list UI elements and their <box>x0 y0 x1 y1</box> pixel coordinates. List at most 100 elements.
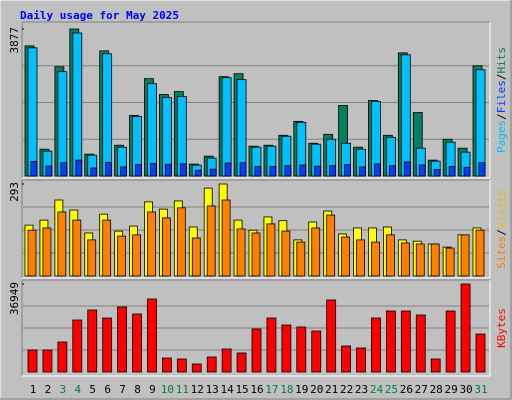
bar <box>269 166 277 177</box>
bar <box>475 333 486 373</box>
bar <box>326 299 337 373</box>
bar <box>460 234 470 277</box>
bar <box>132 313 142 373</box>
bar <box>448 166 456 177</box>
bar <box>221 348 232 373</box>
x-tick-label: 11 <box>176 383 189 396</box>
bar <box>385 234 395 277</box>
bar <box>385 310 396 373</box>
x-tick-label: 26 <box>400 383 413 396</box>
bar <box>176 358 187 373</box>
legend-entry: Pages <box>495 120 508 153</box>
bar <box>191 237 201 277</box>
bar <box>72 219 82 277</box>
bar <box>60 162 68 177</box>
bar <box>403 161 411 177</box>
bar <box>209 168 217 177</box>
bar <box>266 317 277 373</box>
bar <box>296 241 306 277</box>
bar <box>135 164 142 177</box>
bar <box>371 317 381 373</box>
bar <box>341 345 352 373</box>
x-tick-label: 31 <box>474 383 487 396</box>
y-tick-label: 36949 <box>8 282 21 315</box>
x-tick-label: 8 <box>134 383 141 396</box>
legend-entry: Sites <box>495 236 508 269</box>
bar <box>475 69 486 177</box>
bar <box>463 166 471 177</box>
bar <box>147 211 156 277</box>
bar <box>400 54 411 177</box>
bar <box>311 227 321 277</box>
bar <box>221 77 232 177</box>
bar <box>147 298 157 373</box>
legend-entry: Hits <box>495 47 508 74</box>
bar <box>430 243 440 277</box>
bar <box>460 283 471 373</box>
bar <box>356 239 365 277</box>
bar <box>400 242 410 277</box>
bar <box>418 164 426 177</box>
x-tick-label: 20 <box>310 383 323 396</box>
x-tick-label: 27 <box>415 383 428 396</box>
bar <box>45 165 53 177</box>
bar <box>430 358 441 373</box>
bar <box>72 319 83 373</box>
bar <box>433 169 441 177</box>
bar <box>326 214 336 277</box>
bar <box>415 243 425 277</box>
x-tick-label: 9 <box>149 383 156 396</box>
chart-title: Daily usage for May 2025 <box>20 9 179 22</box>
bar <box>132 234 141 277</box>
bar <box>344 164 352 177</box>
bar <box>27 47 38 177</box>
legend-separator: / <box>495 229 508 236</box>
bar <box>117 235 126 277</box>
bar <box>224 162 232 177</box>
legend: KBytes <box>495 308 508 348</box>
x-tick-label: 24 <box>370 383 384 396</box>
x-tick-label: 13 <box>206 383 219 396</box>
bar <box>27 229 37 277</box>
x-tick-label: 29 <box>445 383 458 396</box>
bar <box>400 310 411 373</box>
bar <box>179 163 187 177</box>
bar <box>57 211 67 277</box>
bar <box>42 227 52 277</box>
x-tick-label: 21 <box>325 383 338 396</box>
x-tick-label: 12 <box>191 383 204 396</box>
legend-entry: Files <box>495 80 508 113</box>
bar <box>57 71 68 177</box>
bar <box>266 223 276 277</box>
bar <box>341 236 351 277</box>
bar <box>117 306 127 373</box>
x-tick-label: 1 <box>30 383 37 396</box>
bar <box>147 83 157 177</box>
bar <box>314 165 322 177</box>
bar <box>296 326 307 373</box>
bar <box>150 163 157 177</box>
x-tick-label: 16 <box>250 383 263 396</box>
x-tick-label: 2 <box>45 383 52 396</box>
bar <box>191 363 202 373</box>
x-tick-label: 28 <box>430 383 443 396</box>
bar <box>445 310 456 373</box>
bar <box>281 324 292 373</box>
legend: Sites/Visits <box>495 189 508 269</box>
bar <box>87 309 98 373</box>
x-tick-label: 30 <box>459 383 472 396</box>
y-tick-label: 3877 <box>8 27 21 54</box>
x-tick-label: 25 <box>385 383 398 396</box>
bar <box>161 217 171 277</box>
bar <box>30 161 38 177</box>
x-tick-label: 5 <box>89 383 96 396</box>
bar <box>206 356 217 373</box>
legend-entry: Visits <box>495 189 508 229</box>
bar <box>356 347 366 373</box>
bar <box>329 165 337 177</box>
bar <box>42 349 53 373</box>
bar <box>371 241 380 277</box>
bar <box>90 167 98 177</box>
bar <box>221 199 231 277</box>
